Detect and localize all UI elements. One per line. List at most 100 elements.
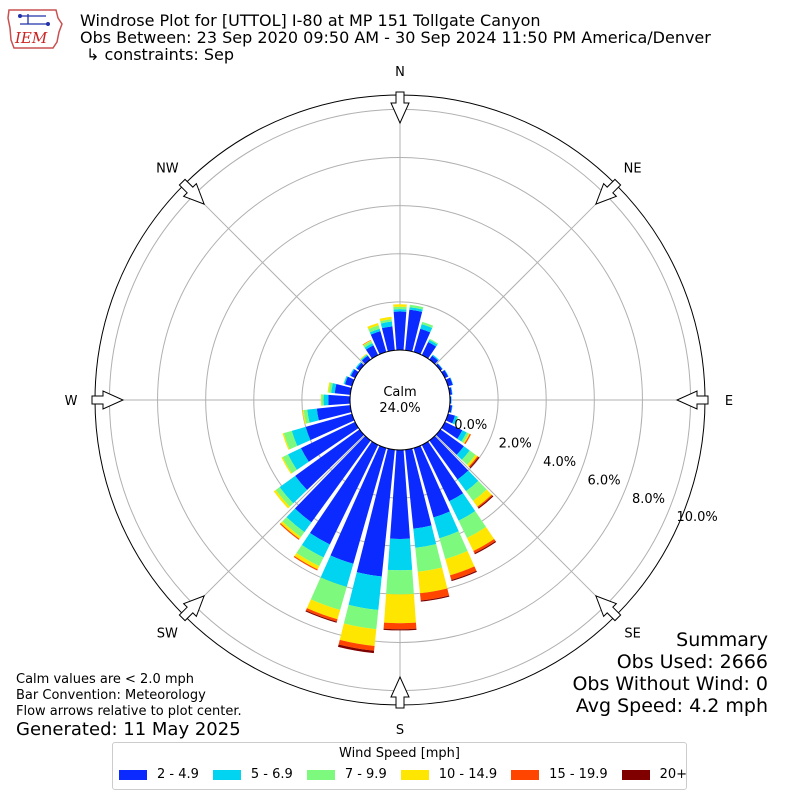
bar-segment: [369, 328, 381, 335]
bar-segment: [413, 328, 431, 355]
radial-tick-label: 8.0%: [632, 492, 665, 507]
chart-subtitle-dates: Obs Between: 23 Sep 2020 09:50 AM - 30 S…: [80, 28, 711, 47]
bar-segment: [387, 538, 413, 571]
bar-segment: [467, 527, 495, 552]
calm-circle: [349, 349, 451, 451]
bar-segment: [429, 435, 469, 480]
bar-segment: [360, 354, 368, 360]
bar-segment: [282, 517, 305, 537]
flow-arrow-shape: [91, 390, 125, 410]
bar-segment: [296, 544, 324, 567]
bar-segment: [428, 339, 438, 347]
bar-segment: [463, 433, 470, 444]
bar-segment: [279, 475, 308, 504]
generated-date: Generated: 11 May 2025: [16, 719, 241, 740]
flow-arrow-shape: [595, 178, 622, 205]
bar-segment: [473, 489, 492, 507]
bar-segment: [393, 304, 407, 307]
flow-arrow: [390, 675, 410, 709]
bar-segment: [461, 450, 476, 465]
bar-segment: [432, 354, 439, 361]
compass-label: SW: [157, 627, 178, 642]
summary-obs-used: Obs Used: 2666: [616, 651, 768, 673]
logo-text: IEM: [14, 29, 48, 47]
compass-label: N: [395, 65, 405, 80]
bar-segment: [300, 421, 359, 462]
bar-segment: [305, 608, 338, 622]
bar-segment: [334, 384, 352, 395]
bar-segment: [309, 441, 379, 545]
compass-label: NE: [624, 161, 642, 176]
flow-arrow-shape: [390, 675, 410, 709]
bar-segment: [286, 508, 312, 533]
bar-segment: [362, 340, 372, 346]
bar-segment: [413, 525, 437, 548]
bar-segment: [420, 595, 450, 602]
compass-label: E: [725, 394, 733, 409]
bar-segment: [419, 588, 450, 601]
bar-segment: [323, 394, 329, 406]
bar-segment: [370, 331, 387, 355]
bar-segment: [349, 368, 355, 377]
bar-segment: [380, 321, 393, 329]
legend-item: 20+: [621, 767, 687, 782]
bar-segment: [393, 309, 407, 312]
calm-value: 24.0%: [379, 401, 420, 416]
chart-subtitle-constraints: ↳ constraints: Sep: [86, 45, 235, 64]
bar-segment: [477, 494, 493, 508]
bar-segment: [380, 319, 392, 324]
legend-label: 7 - 9.9: [344, 767, 387, 782]
iowa-map-icon: IEM: [7, 9, 63, 49]
bar-segment: [405, 309, 423, 352]
grid-spoke: [435, 183, 617, 365]
grid-spoke: [435, 435, 617, 617]
legend-item: 7 - 9.9: [306, 767, 387, 782]
bar-segment: [445, 413, 456, 424]
bar-segment: [344, 376, 355, 387]
bar-segment: [417, 567, 448, 594]
bar-segment: [390, 449, 410, 540]
radial-tick-label: 10.0%: [676, 510, 717, 525]
grid-spoke: [183, 435, 365, 617]
bar-segment: [320, 394, 322, 406]
bar-segment: [450, 405, 453, 413]
bar-segment: [302, 409, 307, 424]
bar-segment: [365, 345, 379, 359]
bar-segment: [450, 387, 453, 395]
radial-tick-label: 0.0%: [454, 418, 487, 433]
bar-segment: [307, 408, 319, 423]
flow-arrow: [178, 178, 205, 205]
legend-swatch: [306, 769, 335, 780]
bar-segment: [355, 361, 362, 369]
bar-segment: [429, 338, 439, 345]
bar-segment: [437, 363, 443, 370]
bar-segment: [356, 448, 395, 577]
bar-segment: [305, 610, 337, 623]
bar-segment: [338, 644, 375, 654]
legend-item: 5 - 6.9: [212, 767, 293, 782]
bar-segment: [451, 396, 452, 404]
bar-segment: [282, 454, 297, 474]
bar-segment: [281, 457, 292, 474]
bar-segment: [282, 433, 290, 450]
grid-spoke: [183, 183, 365, 365]
legend-swatch: [621, 769, 650, 780]
bar-segment: [458, 511, 487, 539]
bar-segment: [420, 324, 433, 333]
bar-segment: [386, 569, 414, 595]
compass-label: S: [396, 723, 404, 738]
flow-arrow: [91, 390, 125, 410]
legend-item: 2 - 4.9: [119, 767, 199, 782]
legend-item: 10 - 14.9: [400, 767, 497, 782]
bar-segment: [310, 577, 347, 611]
flow-arrow: [390, 91, 410, 125]
bar-segment: [280, 521, 301, 539]
flow-arrow-shape: [675, 390, 709, 410]
bar-segment: [273, 489, 290, 509]
bar-segment: [474, 541, 497, 555]
bar-segment: [415, 544, 443, 572]
bar-segment: [457, 470, 479, 492]
bar-segment: [383, 622, 417, 630]
bar-segment: [287, 448, 309, 470]
bar-segment: [435, 363, 443, 371]
